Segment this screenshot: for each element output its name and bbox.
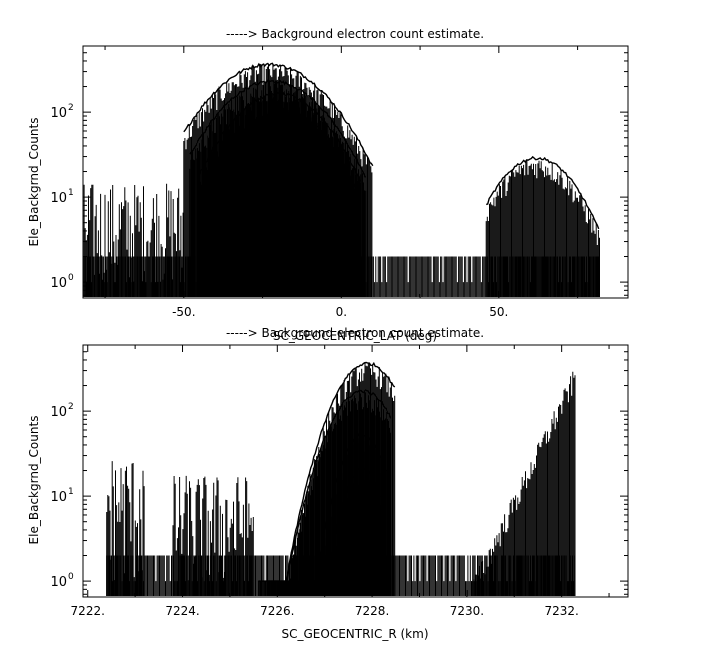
y-tick-exponent: 0	[68, 572, 74, 582]
x-axis: 7222. 7224. 7226. 7228. 7230. 7232.	[71, 345, 610, 618]
series-7-mark	[485, 160, 600, 297]
y-tick-exponent: 2	[68, 103, 74, 113]
series-2-ridge	[189, 79, 367, 178]
y-tick-label: 10	[50, 276, 67, 291]
y-tick-label: 10	[50, 106, 67, 121]
x-tick-label: 7230.	[450, 604, 484, 618]
series-1-mark	[172, 475, 254, 596]
y-tick-label: 10	[50, 575, 67, 590]
chart-title: -----> Background electron count estimat…	[226, 27, 484, 41]
series-3-ridge	[198, 91, 361, 182]
x-axis-label: SC_GEOCENTRIC_R (km)	[282, 627, 429, 641]
x-tick-label: -50.	[172, 305, 195, 319]
series-marks	[82, 62, 600, 297]
x-tick-label: 0.	[336, 305, 347, 319]
x-tick-label: 7222.	[71, 604, 105, 618]
series-marks	[106, 361, 576, 596]
x-tick-label: 7232.	[544, 604, 578, 618]
y-tick-exponent: 1	[68, 188, 74, 198]
series-4-ridge	[208, 108, 357, 200]
y-tick-exponent: 2	[68, 402, 74, 412]
series-1-ridge	[183, 62, 374, 167]
series-6-mark	[230, 170, 335, 297]
y-tick-label: 10	[50, 191, 67, 206]
series-5-mark	[300, 467, 382, 596]
x-tick-label: 7224.	[165, 604, 199, 618]
series-5-ridge	[301, 467, 382, 582]
x-axis-label: SC_GEOCENTRIC_LAT (deg)	[273, 329, 437, 343]
y-tick-exponent: 0	[68, 273, 74, 283]
series-5-ridge	[220, 137, 341, 231]
series-7-ridge	[486, 155, 600, 230]
y-axis-label: Ele_Backgrnd_Counts	[27, 416, 41, 545]
series-6-mark	[471, 371, 576, 596]
chart-title: -----> Background electron count estimat…	[226, 326, 484, 340]
x-axis: -50. 0. 50.	[104, 46, 579, 319]
y-tick-label: 10	[50, 405, 67, 420]
y-tick-label: 10	[50, 490, 67, 505]
x-tick-label: 50.	[489, 305, 508, 319]
radius-panel: -----> Background electron count estimat…	[27, 326, 629, 641]
series-6-ridge	[230, 167, 336, 261]
series-0-mark	[106, 461, 145, 596]
x-tick-label: 7228.	[355, 604, 389, 618]
latitude-panel: -----> Background electron count estimat…	[27, 27, 629, 343]
series-3-ridge	[267, 389, 392, 582]
x-tick-label: 7226.	[260, 604, 294, 618]
y-axis-label: Ele_Backgrnd_Counts	[27, 118, 41, 247]
y-tick-exponent: 1	[68, 487, 74, 497]
